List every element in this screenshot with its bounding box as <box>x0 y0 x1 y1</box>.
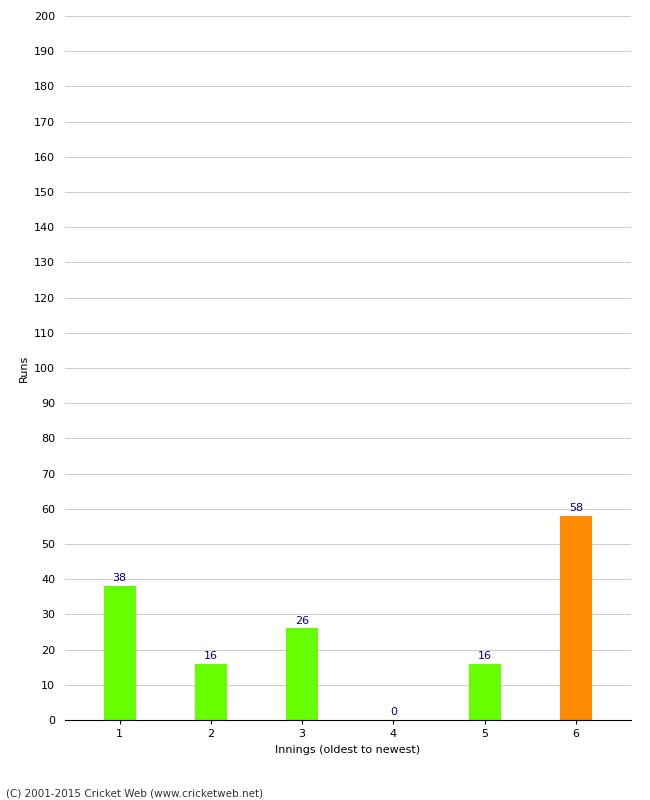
Text: 38: 38 <box>112 574 127 583</box>
Y-axis label: Runs: Runs <box>19 354 29 382</box>
Bar <box>560 516 592 720</box>
Text: (C) 2001-2015 Cricket Web (www.cricketweb.net): (C) 2001-2015 Cricket Web (www.cricketwe… <box>6 788 264 798</box>
Bar <box>469 664 500 720</box>
Text: 58: 58 <box>569 503 583 513</box>
Text: 16: 16 <box>478 651 491 661</box>
Bar <box>286 629 318 720</box>
X-axis label: Innings (oldest to newest): Innings (oldest to newest) <box>275 745 421 754</box>
Bar <box>104 586 136 720</box>
Text: 16: 16 <box>204 651 218 661</box>
Text: 0: 0 <box>390 707 397 717</box>
Text: 26: 26 <box>295 616 309 626</box>
Bar <box>195 664 227 720</box>
